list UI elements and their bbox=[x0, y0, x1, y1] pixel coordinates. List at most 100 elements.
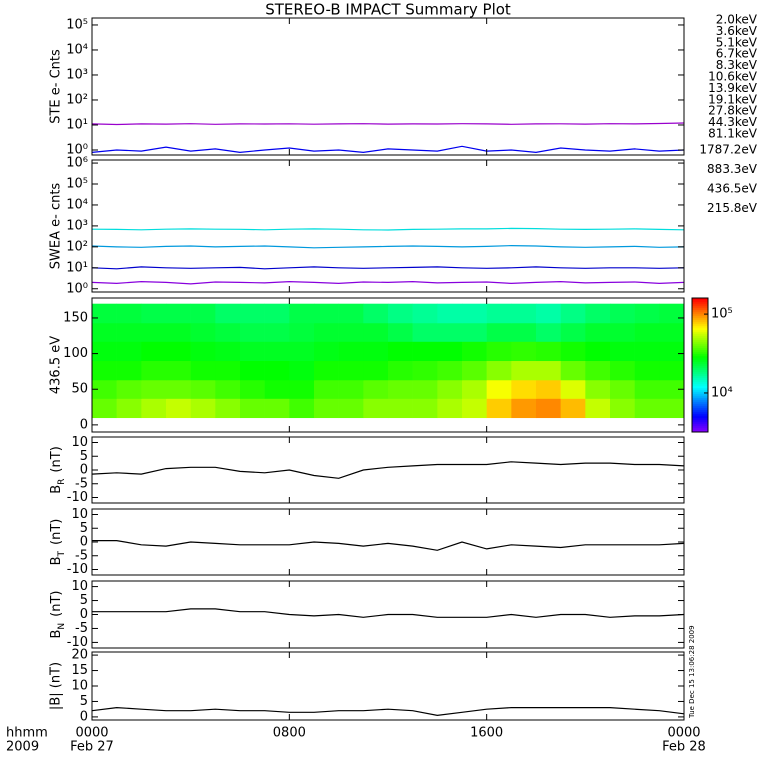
spectrogram-cell bbox=[511, 341, 537, 362]
y-axis-label: 436.5 eV bbox=[49, 336, 64, 394]
spectrogram-cell bbox=[166, 341, 191, 362]
spectrogram-cell bbox=[190, 398, 216, 419]
spectrogram-cell bbox=[141, 398, 167, 419]
spectrogram-cell bbox=[585, 398, 611, 419]
y-tick-label: 0 bbox=[80, 535, 88, 550]
spectrogram-cell bbox=[412, 379, 438, 399]
spectrogram-cell bbox=[92, 360, 117, 381]
spectrogram-cell bbox=[536, 322, 561, 342]
spectrogram-cell bbox=[215, 379, 241, 399]
spectrogram-cell bbox=[190, 303, 216, 324]
spectrogram-cell bbox=[610, 322, 635, 342]
plot-frame bbox=[91, 508, 685, 576]
chart-title: STEREO-B IMPACT Summary Plot bbox=[265, 1, 511, 19]
data-line bbox=[91, 280, 685, 285]
spectrogram-cell bbox=[92, 398, 117, 419]
spectrogram-cell bbox=[141, 379, 167, 399]
spectrogram-cell bbox=[511, 360, 537, 381]
data-line bbox=[92, 540, 685, 551]
colorbar-tick-label: 10⁵ bbox=[711, 307, 733, 322]
spectrogram-cell bbox=[92, 379, 117, 399]
colorbar-step bbox=[692, 340, 708, 343]
x-tick-label: 0000 bbox=[667, 726, 700, 741]
y-tick-label: -10 bbox=[67, 490, 88, 505]
y-tick-label: 10⁵ bbox=[66, 177, 88, 192]
y-tick-label: 10 bbox=[71, 435, 88, 450]
spectrogram-cell bbox=[511, 398, 537, 419]
spectrogram-cell bbox=[659, 398, 685, 419]
y-tick-label: 10⁰ bbox=[66, 281, 88, 296]
colorbar-step bbox=[692, 314, 708, 317]
spectrogram-cell bbox=[462, 303, 487, 324]
spectrogram-cell bbox=[585, 303, 611, 324]
y-tick-label: 5 bbox=[80, 694, 88, 709]
spectrogram-cell bbox=[412, 398, 438, 419]
spectrogram-cell bbox=[437, 303, 463, 324]
colorbar-step bbox=[692, 326, 708, 329]
y-tick-label: 5 bbox=[80, 521, 88, 536]
colorbar-step bbox=[692, 320, 708, 323]
legend-entry: 1787.2eV bbox=[699, 143, 757, 157]
legend-entry: 13.9keV bbox=[708, 81, 758, 95]
colorbar-step bbox=[692, 376, 708, 379]
spectrogram-cell bbox=[486, 398, 512, 419]
colorbar-step bbox=[692, 312, 708, 315]
y-tick-label: 10³ bbox=[66, 218, 88, 233]
spectrogram-cell bbox=[486, 360, 512, 381]
colorbar-step bbox=[692, 330, 708, 333]
colorbar-step bbox=[692, 388, 708, 391]
spectrogram-cell bbox=[264, 303, 290, 324]
spectrogram-cell bbox=[659, 303, 685, 324]
y-tick-label: -5 bbox=[75, 476, 88, 491]
y-tick-label: 10² bbox=[66, 92, 88, 107]
spectrogram-cell bbox=[585, 322, 611, 342]
spectrogram-cell bbox=[659, 360, 685, 381]
colorbar-step bbox=[692, 384, 708, 387]
data-line bbox=[91, 266, 685, 270]
spectrogram-cell bbox=[141, 341, 167, 362]
spectrogram-cell bbox=[363, 303, 389, 324]
y-tick-label: 10³ bbox=[66, 67, 88, 82]
spectrogram-cell bbox=[634, 398, 660, 419]
colorbar-step bbox=[692, 302, 708, 305]
x-axis-label: 2009 bbox=[6, 740, 39, 755]
colorbar-step bbox=[692, 368, 708, 371]
legend-entry: 2.0keV bbox=[716, 13, 758, 27]
colorbar-step bbox=[692, 352, 708, 355]
data-line bbox=[92, 608, 685, 618]
y-axis-label-main: B bbox=[49, 630, 64, 639]
spectrogram-cell bbox=[240, 379, 265, 399]
spectrogram-cell bbox=[486, 322, 512, 342]
spectrogram-cell bbox=[264, 322, 290, 342]
colorbar-step bbox=[692, 348, 708, 351]
colorbar-step bbox=[692, 424, 708, 427]
spectrogram-cell bbox=[363, 398, 389, 419]
colorbar-step bbox=[692, 338, 708, 341]
data-line bbox=[91, 244, 685, 249]
legend-entry: 10.6keV bbox=[708, 70, 758, 84]
spectrogram-cell bbox=[585, 341, 611, 362]
legend-entry: 3.6keV bbox=[716, 24, 758, 38]
spectrogram-cell bbox=[486, 341, 512, 362]
colorbar-step bbox=[692, 396, 708, 399]
spectrogram-cell bbox=[634, 303, 660, 324]
spectrogram-cell bbox=[610, 360, 635, 381]
colorbar-step bbox=[692, 398, 708, 401]
y-tick-label: 10 bbox=[71, 579, 88, 594]
spectrogram-cell bbox=[511, 322, 537, 342]
spectrogram-cell bbox=[116, 379, 142, 399]
y-axis-label-unit: (nT) bbox=[49, 519, 64, 545]
colorbar-step bbox=[692, 322, 708, 325]
colorbar-step bbox=[692, 328, 708, 331]
colorbar-step bbox=[692, 334, 708, 337]
spectrogram-cell bbox=[166, 379, 191, 399]
data-line bbox=[91, 227, 685, 231]
spectrogram-cell bbox=[634, 322, 660, 342]
legend-entry: 436.5eV bbox=[707, 182, 758, 196]
spectrogram-cell bbox=[338, 360, 364, 381]
colorbar-step bbox=[692, 430, 708, 433]
legend-entry: 81.1keV bbox=[708, 127, 758, 141]
timestamp: Tue Dec 15 13:06:28 2009 bbox=[688, 625, 696, 719]
spectrogram-cell bbox=[240, 322, 265, 342]
colorbar-step bbox=[692, 350, 708, 353]
